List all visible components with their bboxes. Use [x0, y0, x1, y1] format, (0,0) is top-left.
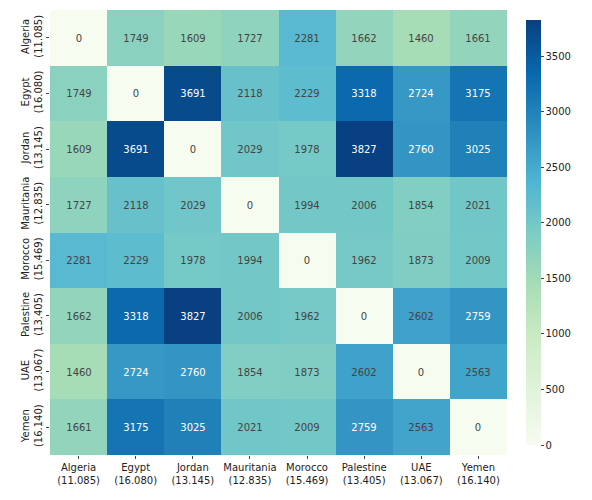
svg-text:2006: 2006	[237, 311, 262, 322]
svg-text:1609: 1609	[180, 33, 205, 44]
svg-text:2118: 2118	[123, 200, 148, 211]
svg-text:1000: 1000	[546, 328, 571, 339]
svg-text:3827: 3827	[180, 311, 205, 322]
svg-text:2021: 2021	[465, 200, 490, 211]
svg-text:3318: 3318	[351, 88, 376, 99]
svg-text:0: 0	[133, 88, 139, 99]
svg-text:3175: 3175	[465, 88, 490, 99]
svg-text:2006: 2006	[351, 200, 376, 211]
svg-text:Palestine(13.405): Palestine(13.405)	[342, 462, 387, 486]
svg-text:Mauritania(12.835): Mauritania(12.835)	[223, 462, 276, 486]
svg-text:2602: 2602	[351, 367, 376, 378]
svg-text:2281: 2281	[66, 255, 91, 266]
svg-text:3000: 3000	[546, 106, 571, 117]
svg-text:0: 0	[418, 367, 424, 378]
svg-text:3025: 3025	[465, 144, 490, 155]
svg-text:1978: 1978	[180, 255, 205, 266]
svg-text:2724: 2724	[123, 367, 148, 378]
svg-text:1873: 1873	[408, 255, 433, 266]
svg-text:2229: 2229	[123, 255, 148, 266]
svg-text:3175: 3175	[123, 422, 148, 433]
svg-text:Yemen(16.140): Yemen(16.140)	[457, 462, 500, 486]
svg-text:1854: 1854	[237, 367, 262, 378]
svg-text:UAE(13.067): UAE(13.067)	[20, 349, 44, 392]
svg-text:1662: 1662	[66, 311, 91, 322]
svg-text:2021: 2021	[237, 422, 262, 433]
svg-text:2759: 2759	[351, 422, 376, 433]
svg-text:Palestine(13.405): Palestine(13.405)	[20, 292, 44, 337]
svg-text:1994: 1994	[237, 255, 262, 266]
svg-text:Jordan(13.145): Jordan(13.145)	[20, 126, 44, 169]
svg-text:2602: 2602	[408, 311, 433, 322]
svg-text:Mauritania(12.835): Mauritania(12.835)	[20, 177, 44, 230]
svg-text:2759: 2759	[465, 311, 490, 322]
svg-text:2281: 2281	[294, 33, 319, 44]
svg-text:3318: 3318	[123, 311, 148, 322]
svg-text:2563: 2563	[408, 422, 433, 433]
svg-text:1661: 1661	[66, 422, 91, 433]
svg-text:1661: 1661	[465, 33, 490, 44]
svg-text:1854: 1854	[408, 200, 433, 211]
svg-text:3691: 3691	[180, 88, 205, 99]
svg-text:0: 0	[247, 200, 253, 211]
svg-text:2760: 2760	[180, 367, 205, 378]
svg-text:1662: 1662	[351, 33, 376, 44]
svg-text:1749: 1749	[66, 88, 91, 99]
svg-text:0: 0	[546, 440, 552, 451]
svg-text:2009: 2009	[294, 422, 319, 433]
svg-text:1500: 1500	[546, 273, 571, 284]
svg-text:3500: 3500	[546, 51, 571, 62]
svg-text:2563: 2563	[465, 367, 490, 378]
svg-text:1978: 1978	[294, 144, 319, 155]
svg-text:0: 0	[304, 255, 310, 266]
svg-text:1962: 1962	[351, 255, 376, 266]
svg-text:0: 0	[361, 311, 367, 322]
svg-text:2029: 2029	[237, 144, 262, 155]
svg-text:Morocco(15.469): Morocco(15.469)	[286, 462, 329, 486]
svg-text:Algeria(11.085): Algeria(11.085)	[57, 462, 100, 486]
svg-text:UAE(13.067): UAE(13.067)	[400, 462, 443, 486]
svg-text:2009: 2009	[465, 255, 490, 266]
svg-text:Egypt(16.080): Egypt(16.080)	[20, 70, 44, 113]
svg-text:2029: 2029	[180, 200, 205, 211]
svg-text:500: 500	[546, 384, 565, 395]
svg-text:1727: 1727	[237, 33, 262, 44]
svg-text:3025: 3025	[180, 422, 205, 433]
svg-text:3827: 3827	[351, 144, 376, 155]
svg-text:1460: 1460	[66, 367, 91, 378]
svg-text:1460: 1460	[408, 33, 433, 44]
svg-text:Jordan(13.145): Jordan(13.145)	[171, 462, 214, 486]
svg-text:1727: 1727	[66, 200, 91, 211]
svg-text:2500: 2500	[546, 162, 571, 173]
svg-text:1873: 1873	[294, 367, 319, 378]
svg-text:1609: 1609	[66, 144, 91, 155]
svg-text:Morocco(15.469): Morocco(15.469)	[20, 237, 44, 280]
svg-text:3691: 3691	[123, 144, 148, 155]
svg-text:2118: 2118	[237, 88, 262, 99]
svg-text:1994: 1994	[294, 200, 319, 211]
svg-text:1749: 1749	[123, 33, 148, 44]
svg-text:0: 0	[475, 422, 481, 433]
svg-text:2760: 2760	[408, 144, 433, 155]
svg-text:Algeria(11.085): Algeria(11.085)	[20, 15, 44, 58]
svg-text:Egypt(16.080): Egypt(16.080)	[114, 462, 157, 486]
svg-text:0: 0	[76, 33, 82, 44]
svg-text:2000: 2000	[546, 217, 571, 228]
svg-text:2229: 2229	[294, 88, 319, 99]
svg-text:1962: 1962	[294, 311, 319, 322]
svg-text:Yemen(16.140): Yemen(16.140)	[20, 404, 44, 447]
svg-text:0: 0	[190, 144, 196, 155]
svg-text:2724: 2724	[408, 88, 433, 99]
